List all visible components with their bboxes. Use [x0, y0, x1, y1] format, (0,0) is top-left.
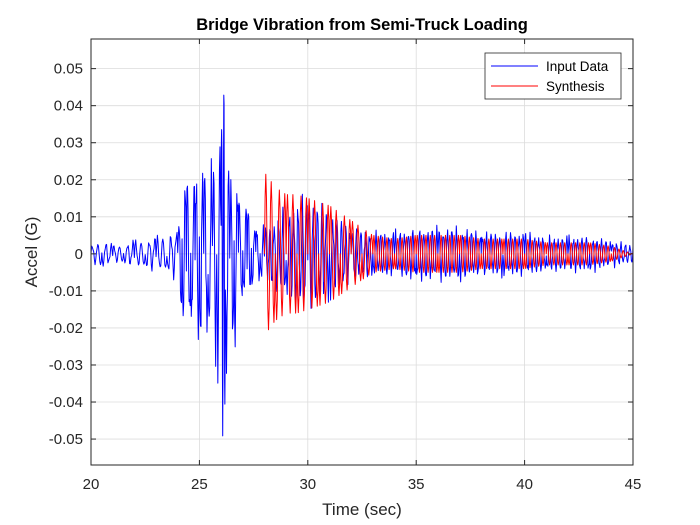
axis-ticks [90, 39, 634, 465]
legend-label-synthesis: Synthesis [546, 79, 605, 94]
chart-title: Bridge Vibration from Semi-Truck Loading [196, 16, 528, 34]
x-tick-label: 35 [408, 476, 425, 493]
y-tick-label: 0.03 [54, 135, 83, 152]
x-tick-label: 25 [191, 476, 208, 493]
x-tick-labels: 20 25 30 35 40 45 [83, 476, 642, 493]
x-tick-label: 30 [299, 476, 316, 493]
y-tick-label: -0.05 [49, 431, 83, 448]
plot-frame [90, 38, 634, 466]
series-line-synthesis [263, 173, 634, 331]
x-tick-label: 40 [516, 476, 533, 493]
legend-box [484, 52, 622, 100]
x-tick-label: 20 [83, 476, 100, 493]
series-line-input-data [90, 94, 634, 437]
y-tick-label: -0.03 [49, 357, 83, 374]
y-tick-label: 0.05 [54, 61, 83, 78]
legend: Input Data Synthesis [484, 52, 622, 100]
series-layer [90, 94, 634, 437]
y-tick-label: 0 [75, 246, 83, 263]
x-axis-label: Time (sec) [322, 500, 402, 519]
y-axis-label: Accel (G) [22, 217, 41, 288]
x-tick-label: 45 [625, 476, 642, 493]
y-tick-label: -0.04 [49, 394, 83, 411]
y-tick-labels: -0.05 -0.04 -0.03 -0.02 -0.01 0 0.01 0.02 0.03 0.… [49, 61, 83, 448]
y-tick-label: -0.01 [49, 283, 83, 300]
y-tick-label: 0.02 [54, 172, 83, 189]
legend-label-input-data: Input Data [546, 59, 609, 74]
y-tick-label: -0.02 [49, 320, 83, 337]
y-tick-label: 0.04 [54, 98, 83, 115]
y-tick-label: 0.01 [54, 209, 83, 226]
